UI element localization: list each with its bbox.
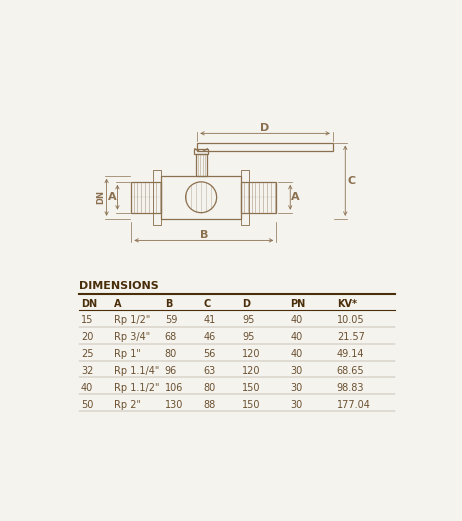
Text: DN: DN <box>97 190 106 204</box>
Text: 15: 15 <box>81 316 93 326</box>
Text: C: C <box>347 176 356 185</box>
Text: A: A <box>292 192 300 202</box>
Text: 68.65: 68.65 <box>337 366 365 376</box>
Text: 50: 50 <box>81 400 93 410</box>
Text: Rp 1.1/4": Rp 1.1/4" <box>114 366 159 376</box>
Text: 177.04: 177.04 <box>337 400 371 410</box>
Text: KV*: KV* <box>337 299 357 309</box>
Text: 120: 120 <box>242 350 261 359</box>
Text: 30: 30 <box>290 400 303 410</box>
Text: 30: 30 <box>290 383 303 393</box>
Text: 106: 106 <box>164 383 183 393</box>
Text: Rp 1.1/2": Rp 1.1/2" <box>114 383 159 393</box>
Text: 130: 130 <box>164 400 183 410</box>
Text: 68: 68 <box>164 332 177 342</box>
Text: B: B <box>200 230 208 240</box>
Text: 56: 56 <box>203 350 216 359</box>
Text: 96: 96 <box>164 366 177 376</box>
Text: 63: 63 <box>203 366 216 376</box>
Text: A: A <box>114 299 121 309</box>
Bar <box>194 149 208 154</box>
Bar <box>242 182 276 213</box>
Text: B: B <box>164 299 172 309</box>
Text: DIMENSIONS: DIMENSIONS <box>79 281 159 291</box>
Text: PN: PN <box>290 299 305 309</box>
Text: Rp 1/2": Rp 1/2" <box>114 316 150 326</box>
Text: 80: 80 <box>203 383 216 393</box>
Bar <box>196 154 207 176</box>
Text: 59: 59 <box>164 316 177 326</box>
Text: 40: 40 <box>81 383 93 393</box>
Bar <box>197 143 333 151</box>
Text: 40: 40 <box>290 316 303 326</box>
Bar <box>153 169 161 225</box>
Text: 98.83: 98.83 <box>337 383 364 393</box>
Text: 120: 120 <box>242 366 261 376</box>
Text: 40: 40 <box>290 332 303 342</box>
Text: 150: 150 <box>242 383 261 393</box>
Text: A: A <box>108 192 116 202</box>
Text: Rp 1": Rp 1" <box>114 350 140 359</box>
Bar <box>131 182 161 213</box>
Text: 95: 95 <box>242 316 255 326</box>
Text: 41: 41 <box>203 316 216 326</box>
Text: Rp 2": Rp 2" <box>114 400 140 410</box>
Text: Rp 3/4": Rp 3/4" <box>114 332 150 342</box>
Text: 30: 30 <box>290 366 303 376</box>
Text: 21.57: 21.57 <box>337 332 365 342</box>
Text: D: D <box>242 299 250 309</box>
Text: 25: 25 <box>81 350 93 359</box>
Text: 32: 32 <box>81 366 93 376</box>
Text: 80: 80 <box>164 350 177 359</box>
Text: 88: 88 <box>203 400 216 410</box>
Text: 10.05: 10.05 <box>337 316 365 326</box>
Text: 150: 150 <box>242 400 261 410</box>
Text: C: C <box>203 299 211 309</box>
Text: 95: 95 <box>242 332 255 342</box>
Text: D: D <box>261 123 270 133</box>
Text: 20: 20 <box>81 332 93 342</box>
Bar <box>161 176 242 219</box>
Text: 40: 40 <box>290 350 303 359</box>
Text: DN: DN <box>81 299 97 309</box>
Bar <box>242 169 249 225</box>
Text: 46: 46 <box>203 332 216 342</box>
Text: 49.14: 49.14 <box>337 350 364 359</box>
